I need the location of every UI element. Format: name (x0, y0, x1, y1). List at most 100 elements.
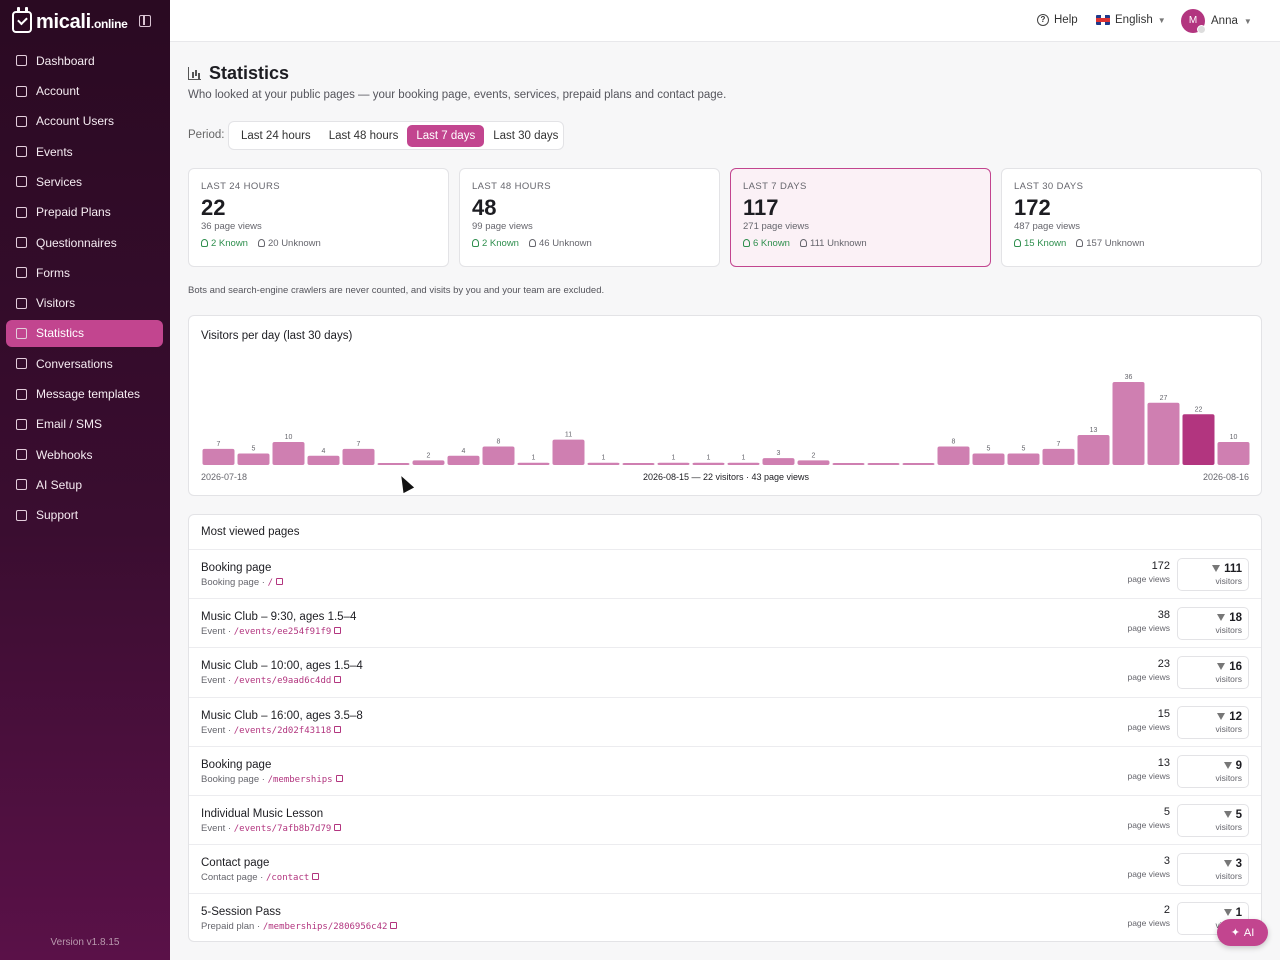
sidebar-item-support[interactable]: Support (6, 501, 163, 529)
chart-bar[interactable] (377, 463, 410, 465)
chart-bar[interactable] (797, 460, 830, 465)
chart-bar[interactable] (622, 463, 655, 465)
chart-bar[interactable] (482, 446, 515, 465)
visitors-filter-button[interactable]: 12 visitors (1177, 705, 1249, 739)
page-views-count: 13 (1157, 756, 1170, 769)
chart-bar[interactable] (1077, 435, 1110, 465)
page-name: 5-Session Pass (201, 906, 281, 919)
sidebar-collapse-icon[interactable] (139, 15, 151, 27)
period-option-last-48-hours[interactable]: Last 48 hours (328, 129, 399, 142)
page-path-link[interactable]: / (267, 578, 273, 588)
page-path-link[interactable]: /events/e9aad6c4dd (233, 676, 332, 687)
x-axis-end-label: 2026-08-16 (1202, 472, 1249, 482)
visitors-filter-button[interactable]: 18 visitors (1177, 607, 1249, 641)
page-path-link[interactable]: /events/7afb8b7d79 (233, 823, 332, 834)
visitors-filter-button[interactable]: 3 visitors (1177, 853, 1249, 887)
period-option-last-7-days[interactable]: Last 7 days (407, 124, 485, 147)
sidebar-item-visitors[interactable]: Visitors (6, 289, 163, 317)
brand-suffix: .online (90, 16, 128, 31)
external-link-icon[interactable] (334, 823, 342, 831)
unknown-visitors: 46 Unknown (528, 238, 592, 249)
chart-bar[interactable] (202, 448, 235, 465)
sidebar-item-email-sms[interactable]: Email / SMS (6, 411, 163, 439)
page-path-link[interactable]: /events/ee254f91f9 (233, 627, 332, 638)
sidebar-item-dashboard[interactable]: Dashboard (6, 47, 163, 75)
visitors-filter-button[interactable]: 16 visitors (1177, 656, 1249, 690)
calendar-check-icon (12, 7, 32, 33)
brand-logo[interactable]: micali.online (12, 7, 128, 35)
chart-bar[interactable] (657, 462, 690, 465)
external-link-icon[interactable] (312, 873, 320, 881)
page-path-link[interactable]: /events/2d02f43118 (233, 725, 332, 736)
page-path-link[interactable]: /memberships (267, 774, 333, 785)
page-path-link[interactable]: /contact (265, 873, 310, 884)
sidebar-item-questionnaires[interactable]: Questionnaires (6, 229, 163, 257)
chart-bar[interactable] (1007, 453, 1040, 465)
external-link-icon[interactable] (390, 922, 398, 930)
external-link-icon[interactable] (334, 676, 342, 684)
chart-bar[interactable] (552, 439, 585, 465)
external-link-icon[interactable] (335, 774, 343, 782)
ai-assistant-button[interactable]: ✦ AI (1217, 919, 1268, 946)
summary-card[interactable]: LAST 30 DAYS 172 487 page views 15 Known 157… (1001, 168, 1262, 267)
visitors-filter-button[interactable]: 9 visitors (1177, 754, 1249, 788)
language-selector[interactable]: English ▼ (1096, 14, 1166, 26)
page-views-label: page views (1127, 819, 1170, 830)
sidebar-item-ai-setup[interactable]: AI Setup (6, 471, 163, 499)
chart-bar[interactable] (937, 446, 970, 465)
chart-bar[interactable] (727, 462, 760, 465)
sidebar-item-account[interactable]: Account (6, 77, 163, 105)
sidebar-item-events[interactable]: Events (6, 138, 163, 166)
period-option-last-30-days[interactable]: Last 30 days (493, 129, 559, 142)
sidebar-item-statistics[interactable]: Statistics (6, 319, 163, 348)
sidebar-item-forms[interactable]: Forms (6, 259, 163, 287)
chart-bar[interactable] (867, 463, 900, 465)
summary-card[interactable]: LAST 48 HOURS 48 99 page views 2 Known 46 Un… (459, 168, 720, 267)
person-icon (1014, 239, 1021, 247)
chart-bar[interactable] (587, 462, 620, 465)
unknown-count: 157 Unknown (1086, 238, 1145, 249)
page-views-label: page views (1127, 672, 1170, 683)
help-link[interactable]: ? Help (1037, 14, 1078, 26)
sidebar-item-services[interactable]: Services (6, 168, 163, 196)
external-link-icon[interactable] (334, 725, 342, 733)
chart-bar[interactable] (342, 448, 375, 465)
chart-bar[interactable] (1147, 402, 1180, 465)
uk-flag-icon (1096, 15, 1110, 25)
ticket-icon (16, 206, 27, 218)
chart-bar[interactable] (832, 463, 865, 465)
sidebar-item-account-users[interactable]: Account Users (6, 108, 163, 136)
chart-bar[interactable] (902, 463, 935, 465)
bar-value-label: 13 (1090, 427, 1098, 434)
summary-card[interactable]: LAST 24 HOURS 22 36 page views 2 Known 20 Un… (188, 168, 449, 267)
page-path-link[interactable]: /memberships/2806956c42 (262, 922, 388, 933)
period-option-last-24-hours[interactable]: Last 24 hours (241, 129, 311, 142)
user-menu[interactable]: M Anna ▼ (1181, 9, 1252, 34)
visitors-filter-button[interactable]: 111 visitors (1177, 558, 1249, 591)
chart-bar[interactable] (307, 455, 340, 465)
chart-bar[interactable] (447, 455, 480, 465)
sidebar-item-conversations[interactable]: Conversations (6, 350, 163, 378)
external-link-icon[interactable] (275, 578, 283, 585)
external-link-icon[interactable] (334, 627, 342, 635)
visitors-filter-button[interactable]: 5 visitors (1177, 803, 1249, 837)
chart-bar[interactable] (1042, 448, 1075, 465)
chart-bar[interactable] (1112, 382, 1145, 465)
chart-bar[interactable] (272, 441, 305, 465)
page-type: Event (201, 724, 226, 736)
chart-bar[interactable] (1182, 414, 1215, 465)
sidebar-item-webhooks[interactable]: Webhooks (6, 441, 163, 469)
chart-bar[interactable] (237, 453, 270, 465)
chart-bar[interactable] (762, 458, 795, 465)
chart-bar[interactable] (517, 462, 550, 465)
chart-bar[interactable] (1217, 441, 1250, 465)
page-type: Booking page (201, 577, 260, 588)
visitors-label: visitors (1215, 723, 1242, 734)
sparkles-icon (16, 479, 27, 491)
chart-bar[interactable] (972, 453, 1005, 465)
chart-bar[interactable] (412, 460, 445, 465)
sidebar-item-prepaid-plans[interactable]: Prepaid Plans (6, 198, 163, 226)
summary-card[interactable]: LAST 7 DAYS 117 271 page views 6 Known 111 U… (730, 168, 991, 267)
sidebar-item-message-templates[interactable]: Message templates (6, 380, 163, 408)
chart-bar[interactable] (692, 462, 725, 465)
